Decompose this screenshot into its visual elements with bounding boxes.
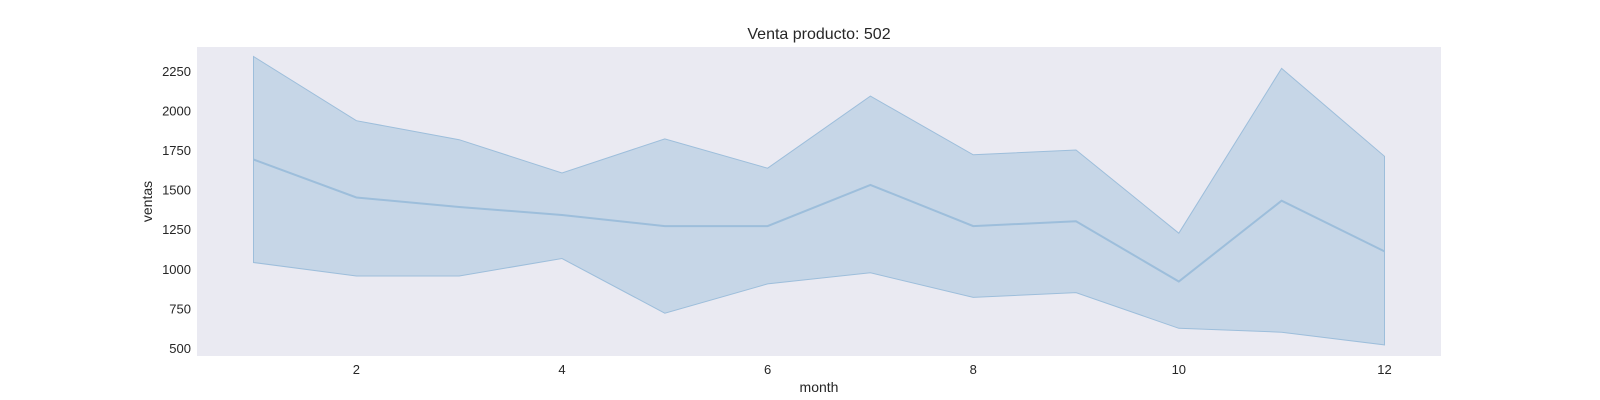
x-tick-label: 4	[558, 362, 565, 377]
y-tick-label: 2250	[162, 64, 191, 79]
x-tick-label: 6	[764, 362, 771, 377]
series-line	[253, 158, 1385, 283]
confidence-band	[253, 55, 1385, 346]
y-tick-label: 1250	[162, 222, 191, 237]
y-axis-label: ventas	[139, 181, 155, 222]
x-tick-label: 12	[1377, 362, 1391, 377]
y-tick-labels: 500 750 1000 1250 1500 1750 2000 2250	[162, 64, 191, 356]
x-tick-label: 8	[970, 362, 977, 377]
x-tick-label: 2	[353, 362, 360, 377]
x-axis-label: month	[800, 379, 839, 395]
series-line-layer	[253, 158, 1385, 283]
confidence-band-layer	[253, 55, 1385, 346]
y-tick-label: 1000	[162, 262, 191, 277]
x-tick-label: 10	[1172, 362, 1186, 377]
y-tick-label: 750	[169, 302, 191, 317]
y-tick-label: 500	[169, 341, 191, 356]
chart-title: Venta producto: 502	[747, 26, 890, 43]
y-tick-label: 1750	[162, 143, 191, 158]
y-tick-label: 1500	[162, 183, 191, 198]
y-tick-label: 2000	[162, 103, 191, 118]
x-tick-labels: 2 4 6 8 10 12	[353, 362, 1392, 377]
